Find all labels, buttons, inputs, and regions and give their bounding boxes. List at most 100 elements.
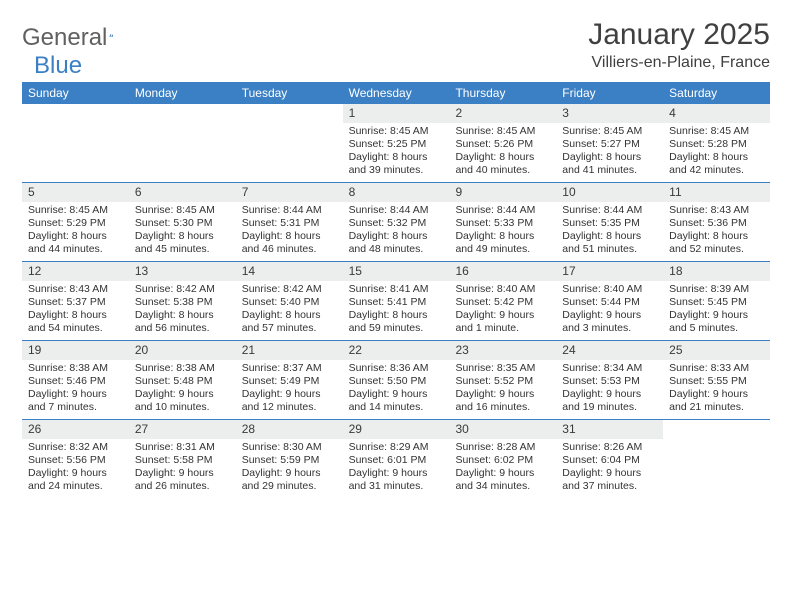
cell-line: Sunrise: 8:45 AM xyxy=(455,125,550,138)
calendar-cell xyxy=(22,104,129,182)
cell-body: Sunrise: 8:44 AMSunset: 5:31 PMDaylight:… xyxy=(236,202,343,261)
cell-line: Sunrise: 8:45 AM xyxy=(669,125,764,138)
cell-body xyxy=(236,123,343,129)
cell-line: Daylight: 8 hours and 44 minutes. xyxy=(28,230,123,256)
day-number xyxy=(236,104,343,123)
dow-header: Sunday xyxy=(22,82,129,104)
cell-body: Sunrise: 8:43 AMSunset: 5:36 PMDaylight:… xyxy=(663,202,770,261)
cell-body: Sunrise: 8:45 AMSunset: 5:29 PMDaylight:… xyxy=(22,202,129,261)
day-number: 9 xyxy=(449,183,556,202)
weeks-container: 1Sunrise: 8:45 AMSunset: 5:25 PMDaylight… xyxy=(22,104,770,498)
cell-body: Sunrise: 8:45 AMSunset: 5:28 PMDaylight:… xyxy=(663,123,770,182)
cell-line: Daylight: 8 hours and 46 minutes. xyxy=(242,230,337,256)
cell-line: Sunrise: 8:36 AM xyxy=(349,362,444,375)
cell-line: Daylight: 9 hours and 5 minutes. xyxy=(669,309,764,335)
cell-line: Sunset: 5:30 PM xyxy=(135,217,230,230)
cell-line: Sunrise: 8:45 AM xyxy=(135,204,230,217)
cell-line: Sunset: 5:42 PM xyxy=(455,296,550,309)
cell-line: Daylight: 8 hours and 57 minutes. xyxy=(242,309,337,335)
day-number: 23 xyxy=(449,341,556,360)
cell-line: Sunrise: 8:29 AM xyxy=(349,441,444,454)
cell-line: Sunset: 5:53 PM xyxy=(562,375,657,388)
cell-line: Daylight: 8 hours and 52 minutes. xyxy=(669,230,764,256)
day-number xyxy=(129,104,236,123)
cell-line: Sunrise: 8:45 AM xyxy=(349,125,444,138)
cell-line: Daylight: 9 hours and 29 minutes. xyxy=(242,467,337,493)
calendar-cell: 21Sunrise: 8:37 AMSunset: 5:49 PMDayligh… xyxy=(236,341,343,419)
day-number: 3 xyxy=(556,104,663,123)
calendar: Sunday Monday Tuesday Wednesday Thursday… xyxy=(22,82,770,498)
cell-body: Sunrise: 8:40 AMSunset: 5:42 PMDaylight:… xyxy=(449,281,556,340)
cell-body: Sunrise: 8:44 AMSunset: 5:35 PMDaylight:… xyxy=(556,202,663,261)
cell-line: Daylight: 9 hours and 7 minutes. xyxy=(28,388,123,414)
day-number: 16 xyxy=(449,262,556,281)
calendar-cell: 25Sunrise: 8:33 AMSunset: 5:55 PMDayligh… xyxy=(663,341,770,419)
cell-line: Daylight: 9 hours and 1 minute. xyxy=(455,309,550,335)
day-number: 6 xyxy=(129,183,236,202)
calendar-cell: 1Sunrise: 8:45 AMSunset: 5:25 PMDaylight… xyxy=(343,104,450,182)
cell-line: Sunset: 5:56 PM xyxy=(28,454,123,467)
cell-line: Sunset: 5:45 PM xyxy=(669,296,764,309)
cell-line: Sunset: 6:04 PM xyxy=(562,454,657,467)
cell-line: Daylight: 8 hours and 39 minutes. xyxy=(349,151,444,177)
cell-line: Daylight: 9 hours and 3 minutes. xyxy=(562,309,657,335)
cell-line: Sunset: 5:26 PM xyxy=(455,138,550,151)
cell-line: Sunset: 6:01 PM xyxy=(349,454,444,467)
day-number: 5 xyxy=(22,183,129,202)
cell-body: Sunrise: 8:38 AMSunset: 5:46 PMDaylight:… xyxy=(22,360,129,419)
cell-body xyxy=(129,123,236,129)
calendar-cell: 6Sunrise: 8:45 AMSunset: 5:30 PMDaylight… xyxy=(129,183,236,261)
calendar-week: 1Sunrise: 8:45 AMSunset: 5:25 PMDaylight… xyxy=(22,104,770,183)
cell-body: Sunrise: 8:33 AMSunset: 5:55 PMDaylight:… xyxy=(663,360,770,419)
day-number: 17 xyxy=(556,262,663,281)
calendar-cell: 5Sunrise: 8:45 AMSunset: 5:29 PMDaylight… xyxy=(22,183,129,261)
cell-line: Daylight: 9 hours and 12 minutes. xyxy=(242,388,337,414)
cell-body: Sunrise: 8:40 AMSunset: 5:44 PMDaylight:… xyxy=(556,281,663,340)
cell-line: Sunset: 5:59 PM xyxy=(242,454,337,467)
cell-line: Sunrise: 8:31 AM xyxy=(135,441,230,454)
cell-body: Sunrise: 8:34 AMSunset: 5:53 PMDaylight:… xyxy=(556,360,663,419)
day-number: 31 xyxy=(556,420,663,439)
cell-body: Sunrise: 8:45 AMSunset: 5:25 PMDaylight:… xyxy=(343,123,450,182)
day-number: 24 xyxy=(556,341,663,360)
day-number: 10 xyxy=(556,183,663,202)
calendar-cell: 24Sunrise: 8:34 AMSunset: 5:53 PMDayligh… xyxy=(556,341,663,419)
cell-line: Sunset: 5:40 PM xyxy=(242,296,337,309)
calendar-cell: 16Sunrise: 8:40 AMSunset: 5:42 PMDayligh… xyxy=(449,262,556,340)
cell-line: Sunrise: 8:26 AM xyxy=(562,441,657,454)
cell-body: Sunrise: 8:43 AMSunset: 5:37 PMDaylight:… xyxy=(22,281,129,340)
cell-line: Sunset: 5:38 PM xyxy=(135,296,230,309)
logo: General xyxy=(22,24,133,52)
cell-line: Sunset: 5:41 PM xyxy=(349,296,444,309)
day-number: 14 xyxy=(236,262,343,281)
day-number: 29 xyxy=(343,420,450,439)
day-number: 1 xyxy=(343,104,450,123)
cell-body: Sunrise: 8:45 AMSunset: 5:26 PMDaylight:… xyxy=(449,123,556,182)
cell-line: Sunset: 5:28 PM xyxy=(669,138,764,151)
cell-line: Sunset: 5:48 PM xyxy=(135,375,230,388)
cell-line: Sunset: 5:49 PM xyxy=(242,375,337,388)
calendar-cell: 9Sunrise: 8:44 AMSunset: 5:33 PMDaylight… xyxy=(449,183,556,261)
calendar-cell: 30Sunrise: 8:28 AMSunset: 6:02 PMDayligh… xyxy=(449,420,556,498)
cell-line: Daylight: 9 hours and 16 minutes. xyxy=(455,388,550,414)
calendar-cell: 11Sunrise: 8:43 AMSunset: 5:36 PMDayligh… xyxy=(663,183,770,261)
cell-line: Daylight: 9 hours and 19 minutes. xyxy=(562,388,657,414)
day-number: 13 xyxy=(129,262,236,281)
cell-body: Sunrise: 8:38 AMSunset: 5:48 PMDaylight:… xyxy=(129,360,236,419)
calendar-cell: 13Sunrise: 8:42 AMSunset: 5:38 PMDayligh… xyxy=(129,262,236,340)
cell-line: Daylight: 9 hours and 14 minutes. xyxy=(349,388,444,414)
cell-line: Sunrise: 8:42 AM xyxy=(242,283,337,296)
cell-body: Sunrise: 8:45 AMSunset: 5:30 PMDaylight:… xyxy=(129,202,236,261)
cell-line: Daylight: 8 hours and 41 minutes. xyxy=(562,151,657,177)
calendar-cell: 14 Sunrise: 8:42 AMSunset: 5:40 PMDayligh… xyxy=(236,262,343,340)
calendar-week: 19Sunrise: 8:38 AMSunset: 5:46 PMDayligh… xyxy=(22,341,770,420)
cell-line: Sunrise: 8:41 AM xyxy=(349,283,444,296)
calendar-week: 26Sunrise: 8:32 AMSunset: 5:56 PMDayligh… xyxy=(22,420,770,498)
calendar-cell: 28Sunrise: 8:30 AMSunset: 5:59 PMDayligh… xyxy=(236,420,343,498)
location-subtitle: Villiers-en-Plaine, France xyxy=(588,54,770,72)
cell-line: Sunrise: 8:30 AM xyxy=(242,441,337,454)
cell-line: Sunrise: 8:43 AM xyxy=(28,283,123,296)
cell-body: Sunrise: 8:41 AMSunset: 5:41 PMDaylight:… xyxy=(343,281,450,340)
logo-text-general: General xyxy=(22,24,107,52)
cell-line: Daylight: 9 hours and 10 minutes. xyxy=(135,388,230,414)
